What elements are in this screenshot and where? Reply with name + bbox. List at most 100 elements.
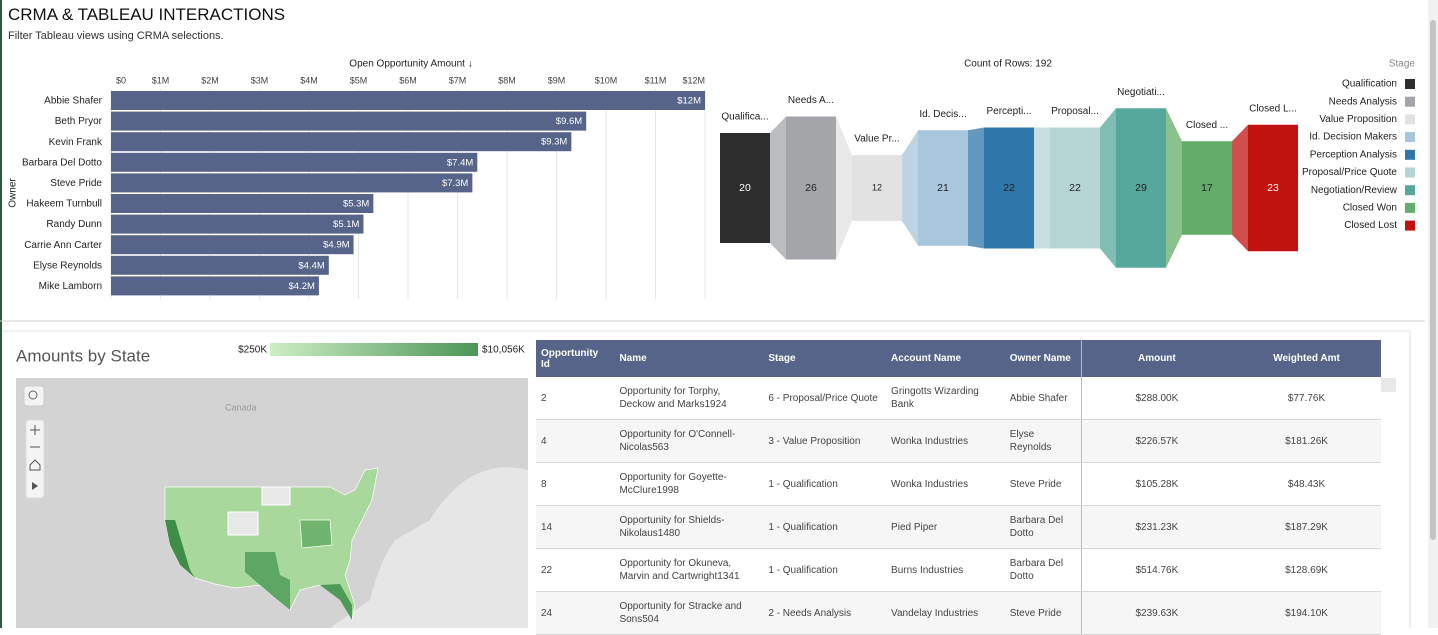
funnel-value-label: 21 xyxy=(937,182,949,194)
table-cell: $239.63K xyxy=(1080,591,1233,635)
funnel-connector xyxy=(902,130,918,246)
funnel-stage-label: Qualifica... xyxy=(721,112,768,123)
y-axis-label: Owner xyxy=(8,178,19,208)
page-title: CRMA & TABLEAU INTERACTIONS xyxy=(8,5,286,24)
table-row[interactable]: 4 Opportunity for O'Connell-Nicolas563 3 -… xyxy=(536,419,1381,463)
legend-label: Id. Decision Makers xyxy=(1309,132,1397,143)
map-state[interactable] xyxy=(261,486,291,506)
bar-value-label: $5.3M xyxy=(343,199,369,210)
bar xyxy=(111,152,478,172)
bar-value-label: $7.4M xyxy=(447,157,473,168)
legend-swatch[interactable] xyxy=(1405,167,1415,178)
scrollbar-thumb[interactable] xyxy=(1430,20,1436,540)
funnel-connector xyxy=(1034,127,1050,249)
y-tick-label: Elyse Reynolds xyxy=(33,260,102,271)
legend-title: Stage xyxy=(1389,59,1416,70)
y-tick-label: Abbie Shafer xyxy=(44,96,102,107)
map-place-label: Canada xyxy=(225,402,257,412)
x-tick-label: $8M xyxy=(498,75,516,85)
funnel-value-label: 22 xyxy=(1069,182,1081,194)
bar-value-label: $5.1M xyxy=(333,219,359,230)
table-scroll-corner xyxy=(1381,378,1396,392)
map-state[interactable] xyxy=(227,511,259,536)
table-row[interactable]: 14 Opportunity for Shields-Nikolaus1480 1 … xyxy=(536,505,1381,549)
table-row[interactable]: 8 Opportunity for Goyette-McClure1998 1 - … xyxy=(536,462,1381,506)
y-tick-label: Mike Lamborn xyxy=(39,281,102,292)
table-header-cell: Stage xyxy=(763,340,887,377)
table-cell: Opportunity for Torphy, Deckow and Marks… xyxy=(614,377,764,420)
bar xyxy=(111,194,374,213)
map-controls xyxy=(25,419,45,499)
map-state[interactable] xyxy=(299,519,333,549)
table-body: 2 Opportunity for Torphy, Deckow and Mark… xyxy=(536,377,1381,635)
map-state[interactable] xyxy=(165,520,195,578)
table-row[interactable]: 22 Opportunity for Okuneva, Marvin and Ca… xyxy=(536,548,1381,592)
table-cell: 3 - Value Proposition xyxy=(763,419,887,463)
table-cell: 22 xyxy=(536,548,615,592)
table-cell: $194.10K xyxy=(1232,591,1381,635)
bar-value-label: $12M xyxy=(677,96,701,107)
legend-swatch[interactable] xyxy=(1405,149,1415,160)
bar-value-label: $9.3M xyxy=(541,137,567,148)
funnel-connector xyxy=(968,127,984,249)
legend-label: Value Proposition xyxy=(1319,114,1397,125)
legend-swatch[interactable] xyxy=(1405,79,1415,89)
bar xyxy=(111,173,473,193)
funnel-bar xyxy=(720,133,770,243)
funnel-bar xyxy=(852,155,902,221)
table-cell: 8 xyxy=(536,462,615,506)
legend-swatch[interactable] xyxy=(1405,220,1415,231)
map-legend-gradient xyxy=(270,343,478,356)
funnel-value-label: 22 xyxy=(1003,182,1015,194)
legend-swatch[interactable] xyxy=(1405,202,1415,213)
bar xyxy=(111,214,364,234)
funnel-connector xyxy=(1232,124,1248,252)
table-cell: 1 - Qualification xyxy=(763,548,887,592)
table-cell: Vandelay Industries xyxy=(886,591,1005,635)
map-state[interactable] xyxy=(320,584,352,620)
table-cell: Wonka Industries xyxy=(886,419,1005,463)
funnel-connector xyxy=(770,116,786,260)
funnel-connector xyxy=(836,116,852,260)
table-cell: $187.29K xyxy=(1232,505,1381,549)
table-cell: 1 - Qualification xyxy=(763,505,887,549)
map-search-button[interactable] xyxy=(23,385,45,407)
funnel-bar xyxy=(1248,124,1298,252)
legend-label: Negotiation/Review xyxy=(1311,185,1398,196)
funnel-connector xyxy=(1100,108,1116,268)
map-title: Amounts by State xyxy=(16,346,150,365)
legend-swatch[interactable] xyxy=(1405,114,1415,125)
map-legend-min: $250K xyxy=(238,345,267,356)
table-row[interactable]: 2 Opportunity for Torphy, Deckow and Mark… xyxy=(536,377,1381,420)
map-home[interactable] xyxy=(29,459,41,471)
x-tick-label: $9M xyxy=(548,75,566,85)
table-cell: Opportunity for O'Connell-Nicolas563 xyxy=(614,419,764,463)
bar xyxy=(111,276,319,296)
funnel-value-label: 12 xyxy=(872,182,882,192)
funnel-bar xyxy=(984,127,1034,249)
table-cell: $288.00K xyxy=(1080,377,1233,420)
x-tick-label: $12M xyxy=(682,75,705,85)
table-header-cell: Amount xyxy=(1080,340,1233,377)
table-cell: Barbara Del Dotto xyxy=(1004,505,1082,549)
table-cell: Wonka Industries xyxy=(886,462,1005,506)
y-tick-label: Kevin Frank xyxy=(49,137,103,148)
table-cell: 1 - Qualification xyxy=(763,462,887,506)
bar xyxy=(111,235,354,255)
funnel-value-label: 26 xyxy=(805,182,817,194)
map-play[interactable] xyxy=(32,482,38,490)
map-state[interactable] xyxy=(245,552,290,610)
table-row[interactable]: 24 Opportunity for Stracke and Sons504 2 -… xyxy=(536,591,1381,635)
funnel-stage-label: Proposal... xyxy=(1051,106,1099,117)
table-cell: $226.57K xyxy=(1080,419,1233,463)
legend-swatch[interactable] xyxy=(1405,185,1415,196)
opportunity-table: Opportunity Id Name Stage Account Name Owner… xyxy=(536,340,1381,635)
map-zoom-in[interactable] xyxy=(30,425,40,435)
table-cell: 4 xyxy=(536,419,615,463)
legend-swatch[interactable] xyxy=(1405,96,1415,107)
legend-label: Closed Won xyxy=(1343,203,1397,214)
y-tick-label: Barbara Del Dotto xyxy=(22,157,102,168)
legend-swatch[interactable] xyxy=(1405,132,1415,143)
